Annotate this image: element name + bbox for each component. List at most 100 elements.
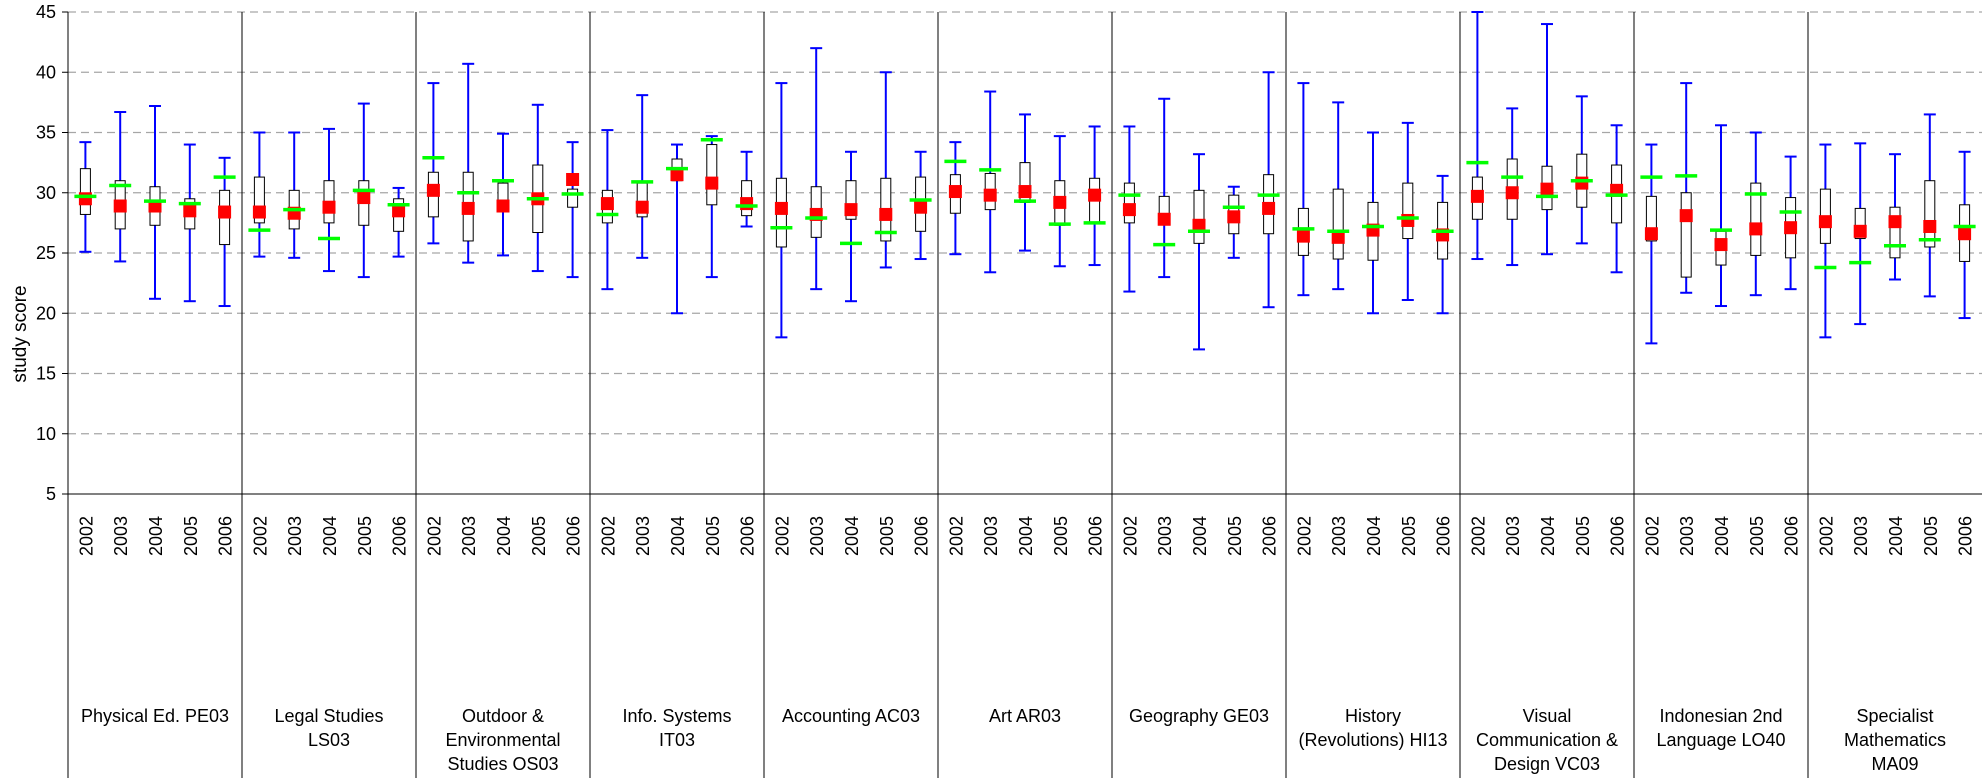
box: [253, 176, 265, 224]
mean-marker: [740, 197, 754, 211]
box-item: [283, 131, 306, 259]
group-label: Indonesian 2nd: [1659, 706, 1782, 726]
group-label: LS03: [308, 730, 350, 750]
year-label: 2004: [1364, 516, 1384, 556]
mean-marker: [461, 201, 475, 215]
year-label: 2004: [1538, 516, 1558, 556]
year-label: 2005: [1051, 516, 1071, 556]
y-tick-label: 5: [46, 484, 56, 504]
mean-marker: [1053, 195, 1067, 209]
year-label: 2005: [1399, 516, 1419, 556]
box-item: [1605, 124, 1628, 274]
year-label: 2002: [772, 516, 792, 556]
year-label: 2004: [146, 516, 166, 556]
year-label: 2005: [1747, 516, 1767, 556]
y-tick-label: 45: [36, 2, 56, 22]
box-item: [1640, 143, 1663, 345]
year-label: 2003: [1851, 516, 1871, 556]
year-label: 2006: [1782, 516, 1802, 556]
y-tick-label: 30: [36, 183, 56, 203]
year-label: 2002: [1468, 516, 1488, 556]
y-tick-label: 20: [36, 303, 56, 323]
year-label: 2006: [1434, 516, 1454, 556]
mean-marker: [113, 199, 127, 213]
mean-marker: [357, 191, 371, 205]
box-item: [144, 104, 166, 300]
year-label: 2005: [1225, 516, 1245, 556]
box-item: [178, 143, 201, 303]
group-label: Specialist: [1856, 706, 1933, 726]
year-label: 2005: [529, 516, 549, 556]
box-item: [631, 94, 654, 259]
box-item: [492, 132, 514, 257]
mean-marker: [774, 201, 788, 215]
year-label: 2003: [1155, 516, 1175, 556]
year-label: 2006: [1086, 516, 1106, 556]
mean-marker: [1296, 229, 1310, 243]
year-label: 2003: [633, 516, 653, 556]
mean-marker: [1714, 238, 1728, 252]
mean-marker: [218, 205, 232, 219]
mean-marker: [983, 188, 997, 202]
mean-marker: [914, 200, 928, 214]
mean-marker: [1540, 182, 1554, 196]
box-item: [1814, 143, 1837, 339]
mean-marker: [1505, 186, 1519, 200]
year-label: 2003: [1329, 516, 1349, 556]
box-item: [1188, 153, 1210, 351]
box-item: [944, 141, 967, 256]
year-label: 2002: [1642, 516, 1662, 556]
year-label: 2003: [807, 516, 827, 556]
year-label: 2003: [981, 516, 1001, 556]
year-label: 2004: [1016, 516, 1036, 556]
mean-marker: [566, 172, 580, 186]
mean-marker: [1331, 230, 1345, 244]
box-item: [248, 131, 271, 258]
box-item: [1744, 131, 1767, 297]
box-item: [318, 127, 340, 273]
year-label: 2006: [1956, 516, 1976, 556]
group-label: Geography GE03: [1129, 706, 1269, 726]
box-item: [909, 150, 932, 261]
box-series: [74, 11, 1976, 351]
mean-marker: [670, 168, 684, 182]
year-label: 2004: [1886, 516, 1906, 556]
group-label: Design VC03: [1494, 754, 1600, 774]
year-label: 2005: [181, 516, 201, 556]
box-item: [526, 103, 549, 273]
mean-marker: [1958, 227, 1972, 241]
axes: 5 10 15 20 25 30 35 40 45: [36, 2, 1982, 778]
group-label: Physical Ed. PE03: [81, 706, 229, 726]
year-label: 2006: [390, 516, 410, 556]
box-item: [666, 143, 688, 315]
group-label: Studies OS03: [447, 754, 558, 774]
box: [79, 168, 91, 215]
box-item: [805, 47, 828, 291]
year-label: 2005: [1921, 516, 1941, 556]
year-label: 2003: [459, 516, 479, 556]
year-label: 2004: [320, 516, 340, 556]
year-label: 2004: [1190, 516, 1210, 556]
mean-marker: [879, 207, 893, 221]
mean-marker: [496, 199, 510, 213]
mean-marker: [948, 185, 962, 199]
year-label: 2003: [1677, 516, 1697, 556]
box-item: [457, 62, 480, 264]
box-item: [840, 150, 862, 303]
mean-marker: [1122, 203, 1136, 217]
box-item: [1431, 174, 1454, 315]
y-axis-title: study score: [10, 285, 31, 382]
mean-marker: [1018, 185, 1032, 199]
group-label: Art AR03: [989, 706, 1061, 726]
year-label: 2003: [285, 516, 305, 556]
box: [1924, 180, 1936, 248]
box: [1854, 207, 1866, 240]
mean-marker: [1749, 222, 1763, 236]
group-label: History: [1345, 706, 1401, 726]
mean-marker: [322, 200, 336, 214]
box-item: [387, 186, 410, 258]
mean-marker: [844, 203, 858, 217]
mean-marker: [635, 200, 649, 214]
year-label: 2006: [216, 516, 236, 556]
